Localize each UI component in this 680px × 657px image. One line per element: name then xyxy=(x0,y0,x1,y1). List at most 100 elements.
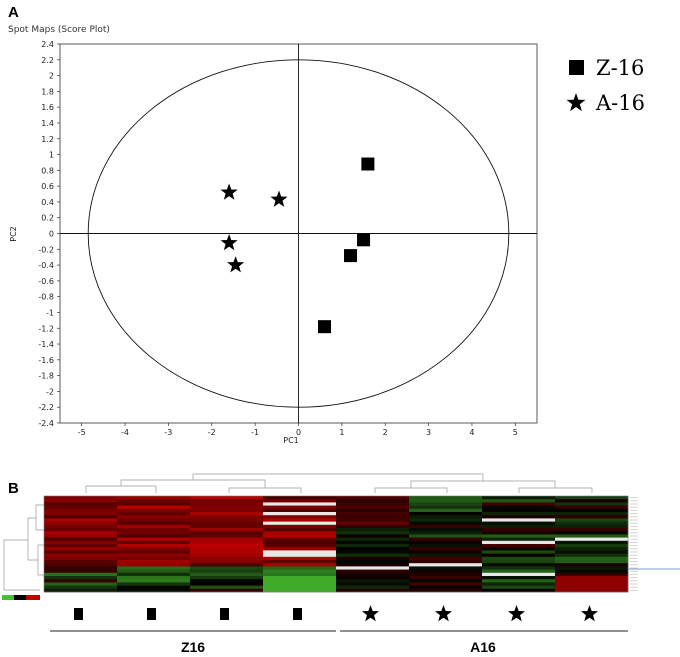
heatmap-cell xyxy=(117,524,191,529)
heatmap-cell xyxy=(482,528,556,532)
y-tick-label: -0.8 xyxy=(38,293,54,302)
y-tick-label: -1.2 xyxy=(38,324,54,333)
heatmap-cell xyxy=(44,582,118,586)
heatmap-cell xyxy=(336,505,410,510)
panel-a-label: A xyxy=(8,4,19,21)
heatmap-cell xyxy=(336,518,410,522)
y-tick-label: -1 xyxy=(46,308,54,317)
y-tick-label: 1.6 xyxy=(41,103,54,112)
heatmap-cell xyxy=(263,547,337,551)
heatmap-cell xyxy=(409,531,483,535)
heatmap-frame xyxy=(43,495,629,593)
heatmap-cell xyxy=(263,585,337,590)
heatmap-cell xyxy=(336,547,410,551)
heatmap-cell xyxy=(555,505,629,510)
heatmap-cell xyxy=(117,572,191,577)
heatmap-cell xyxy=(44,585,118,590)
heatmap-cell xyxy=(555,588,629,593)
column-marker-square xyxy=(220,608,229,620)
heatmap-cell xyxy=(44,505,118,510)
heatmap-cell xyxy=(117,576,191,580)
heatmap-cell xyxy=(336,540,410,545)
heatmap-cell xyxy=(190,553,264,558)
column-marker-star xyxy=(507,605,526,622)
heatmap-cell xyxy=(336,569,410,574)
heatmap-cells xyxy=(44,496,629,593)
heatmap-cell xyxy=(482,582,556,586)
heatmap-cell xyxy=(44,512,118,516)
row-dendrogram xyxy=(3,504,44,591)
y-tick-label: -0.4 xyxy=(38,261,54,270)
y-axis-label: PC2 xyxy=(9,226,18,242)
heatmap-cell xyxy=(190,515,264,519)
heatmap-cell xyxy=(117,579,191,583)
heatmap-cell xyxy=(336,566,410,570)
group-label-a16: A16 xyxy=(470,639,496,655)
heatmap-cell xyxy=(482,502,556,506)
heatmap-cell xyxy=(263,556,337,561)
heatmap-cell xyxy=(482,560,556,564)
heatmap-cell xyxy=(117,556,191,561)
heatmap-cell xyxy=(190,537,264,542)
heatmap-cell xyxy=(555,537,629,542)
heatmap-cell xyxy=(409,579,483,583)
heatmap-cell xyxy=(44,502,118,506)
heatmap-cell xyxy=(44,560,118,564)
heatmap-cell xyxy=(44,550,118,554)
x-tick-label: -4 xyxy=(121,428,129,437)
group-label-z16: Z16 xyxy=(181,639,205,655)
heatmap-cell xyxy=(409,588,483,593)
heatmap-cell xyxy=(336,560,410,564)
heatmap-cell xyxy=(263,569,337,574)
x-tick-label: 5 xyxy=(513,428,518,437)
y-tick-label: -0.2 xyxy=(38,245,54,254)
heatmap-cell xyxy=(336,499,410,503)
heatmap-cell xyxy=(117,560,191,564)
heatmap-cell xyxy=(117,521,191,526)
heatmap-cell xyxy=(482,563,556,567)
heatmap-cell xyxy=(555,553,629,558)
heatmap-cell xyxy=(44,572,118,577)
heatmap-cell xyxy=(263,496,337,500)
heatmap-cell xyxy=(555,572,629,577)
heatmap-cell xyxy=(482,566,556,570)
heatmap-cell xyxy=(190,502,264,506)
heatmap-cell xyxy=(263,563,337,567)
heatmap-cell xyxy=(263,502,337,506)
heatmap-cell xyxy=(263,550,337,554)
y-tick-label: 0.6 xyxy=(41,182,54,191)
x-tick-label: -3 xyxy=(164,428,172,437)
y-tick-label: -1.8 xyxy=(38,372,54,381)
point-star xyxy=(227,256,245,273)
heatmap-cell xyxy=(117,544,191,548)
heatmap-cell xyxy=(117,515,191,519)
heatmap-cell xyxy=(482,569,556,574)
y-tick-label: 0 xyxy=(49,230,54,239)
heatmap-cell xyxy=(409,560,483,564)
heatmap-cell xyxy=(409,528,483,532)
heatmap-cell xyxy=(409,524,483,529)
heatmap-cell xyxy=(482,499,556,503)
heatmap-cell xyxy=(117,553,191,558)
heatmap-cell xyxy=(190,556,264,561)
heatmap-cell xyxy=(409,502,483,506)
heatmap-cell xyxy=(409,550,483,554)
heatmap-cell xyxy=(482,556,556,561)
heatmap-cell xyxy=(263,534,337,538)
column-marker-square xyxy=(74,608,83,620)
heatmap-cell xyxy=(482,524,556,529)
heatmap-cell xyxy=(555,508,629,513)
y-tick-label: -0.6 xyxy=(38,277,54,286)
heatmap-cell xyxy=(336,524,410,529)
x-axis-label: PC1 xyxy=(283,436,299,445)
heatmap-cell xyxy=(336,563,410,567)
heatmap-cell xyxy=(263,508,337,513)
column-markers xyxy=(74,605,599,622)
data-points xyxy=(220,157,375,334)
x-tick-label: -5 xyxy=(78,428,86,437)
x-tick-label: 0 xyxy=(296,428,301,437)
heatmap-cell xyxy=(336,579,410,583)
y-tick-label: -1.4 xyxy=(38,340,54,349)
heatmap-cell xyxy=(482,585,556,590)
heatmap-cell xyxy=(263,528,337,532)
